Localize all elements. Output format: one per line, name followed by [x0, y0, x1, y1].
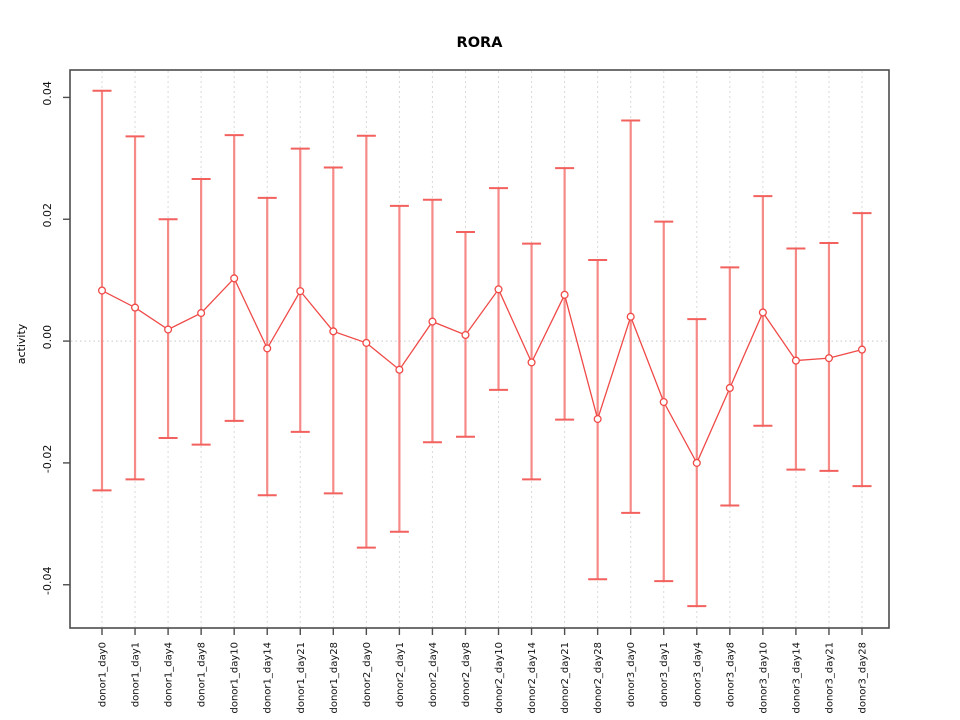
x-tick-label: donor2_day1 — [395, 642, 406, 707]
data-point — [263, 344, 272, 353]
x-tick-label: donor2_day10 — [494, 642, 505, 714]
data-point — [97, 286, 107, 295]
x-tick-label: donor1_day14 — [263, 642, 274, 714]
data-point — [560, 290, 569, 299]
data-point — [461, 330, 470, 340]
x-tick-label: donor1_day0 — [98, 642, 109, 707]
x-tick-label: donor2_day8 — [461, 642, 472, 707]
plot-frame — [69, 69, 890, 629]
data-point — [164, 325, 173, 334]
x-tick-label: donor3_day4 — [692, 642, 703, 707]
data-point — [130, 303, 140, 312]
x-tick-label: donor3_day10 — [758, 642, 769, 714]
y-tick-label: 0.04 — [41, 81, 54, 106]
data-point — [659, 397, 668, 407]
data-point — [296, 287, 305, 296]
x-tick-label: donor2_day0 — [362, 642, 373, 707]
data-point — [329, 327, 338, 336]
x-tick-label: donor3_day28 — [858, 642, 869, 714]
y-tick-label: 0.00 — [41, 325, 54, 350]
x-tick-label: donor3_day8 — [725, 642, 736, 707]
series-line — [101, 277, 863, 465]
x-tick-label: donor3_day0 — [626, 642, 637, 707]
x-tick-label: donor1_day8 — [197, 642, 208, 707]
data-point — [791, 356, 800, 365]
y-tick-label: -0.04 — [41, 567, 54, 595]
x-tick-label: donor2_day14 — [527, 642, 538, 714]
data-point — [197, 309, 206, 318]
data-point — [395, 365, 404, 374]
data-point — [428, 317, 437, 326]
x-tick-label: donor2_day21 — [560, 642, 571, 714]
data-point — [230, 274, 239, 283]
data-point — [593, 415, 602, 424]
chart-title: RORA — [457, 35, 504, 51]
data-point — [527, 358, 536, 367]
x-tick-label: donor1_day10 — [230, 642, 241, 714]
x-tick-label: donor1_day28 — [329, 642, 340, 714]
x-tick-label: donor2_day4 — [428, 642, 439, 707]
data-point — [626, 312, 635, 321]
data-point — [758, 308, 767, 317]
data-point — [824, 354, 834, 363]
x-tick-label: donor1_day4 — [164, 642, 175, 707]
y-axis-label: activity — [15, 323, 28, 364]
data-point — [362, 338, 371, 347]
data-point — [494, 285, 503, 294]
data-point — [725, 383, 734, 393]
data-point — [692, 458, 701, 467]
x-tick-label: donor2_day28 — [593, 642, 604, 714]
y-tick-label: -0.02 — [41, 445, 54, 473]
x-tick-label: donor3_day1 — [659, 642, 670, 707]
data-point — [857, 345, 867, 354]
x-tick-label: donor3_day21 — [824, 642, 835, 714]
x-tick-label: donor1_day1 — [131, 642, 142, 707]
y-tick-label: 0.02 — [41, 203, 54, 228]
x-tick-label: donor1_day21 — [296, 642, 307, 714]
x-tick-label: donor3_day14 — [791, 642, 802, 714]
